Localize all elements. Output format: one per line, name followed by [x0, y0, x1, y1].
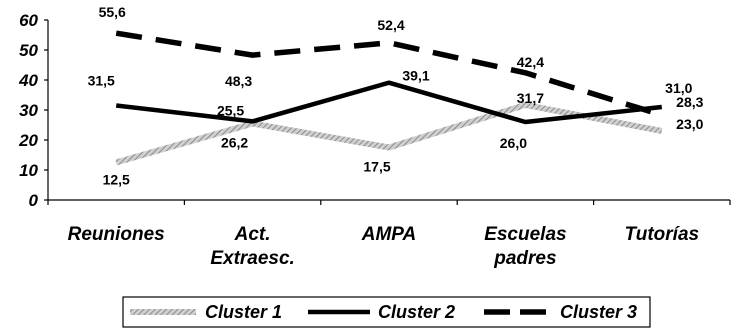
data-label: 25,5	[217, 103, 244, 119]
y-tick-label: 20	[18, 131, 38, 150]
x-category-label: Tutorías	[624, 224, 699, 245]
y-tick-label: 0	[29, 191, 39, 210]
data-label: 52,4	[377, 17, 404, 33]
legend: Cluster 1 Cluster 2 Cluster 3	[122, 296, 651, 328]
data-label: 26,2	[221, 134, 248, 150]
series-line-2	[115, 80, 663, 125]
y-tick-label: 60	[19, 11, 38, 30]
data-label: 39,1	[402, 68, 429, 84]
data-labels: 12,5 25,5 17,5 31,7 23,0 31,5 26,2 39,1 26,0 31,0…	[88, 4, 704, 187]
x-category-label: Escuelas padres	[484, 224, 566, 269]
y-axis-ticks: 0 10 20 30 40 50 60	[18, 11, 48, 210]
y-tick-label: 40	[18, 71, 38, 90]
data-label: 31,5	[88, 73, 115, 89]
legend-label: Cluster 2	[378, 302, 455, 322]
y-tick-label: 30	[19, 101, 38, 120]
legend-label: Cluster 3	[560, 302, 637, 322]
data-label: 31,0	[665, 80, 692, 96]
data-label: 23,0	[676, 116, 703, 132]
x-category-label: AMPA	[361, 224, 417, 245]
data-label: 42,4	[517, 54, 544, 70]
series-lines	[115, 30, 663, 166]
series-line-3	[115, 30, 663, 118]
legend-box	[122, 296, 651, 328]
data-label: 12,5	[103, 172, 130, 188]
y-tick-label: 10	[19, 161, 38, 180]
data-label: 17,5	[363, 159, 390, 175]
legend-label: Cluster 1	[205, 302, 282, 322]
data-label: 55,6	[99, 4, 126, 20]
series-line-1	[115, 101, 663, 166]
x-category-label: Reuniones	[68, 224, 165, 245]
data-label: 26,0	[500, 135, 527, 151]
x-axis-labels: Reuniones Act. Extraesc. AMPA Escuelas padres…	[47, 200, 731, 269]
data-label: 48,3	[225, 73, 252, 89]
data-label: 31,7	[517, 90, 544, 106]
x-category-label: Act. Extraesc.	[210, 224, 295, 269]
data-label: 28,3	[676, 94, 703, 110]
y-tick-label: 50	[19, 41, 38, 60]
